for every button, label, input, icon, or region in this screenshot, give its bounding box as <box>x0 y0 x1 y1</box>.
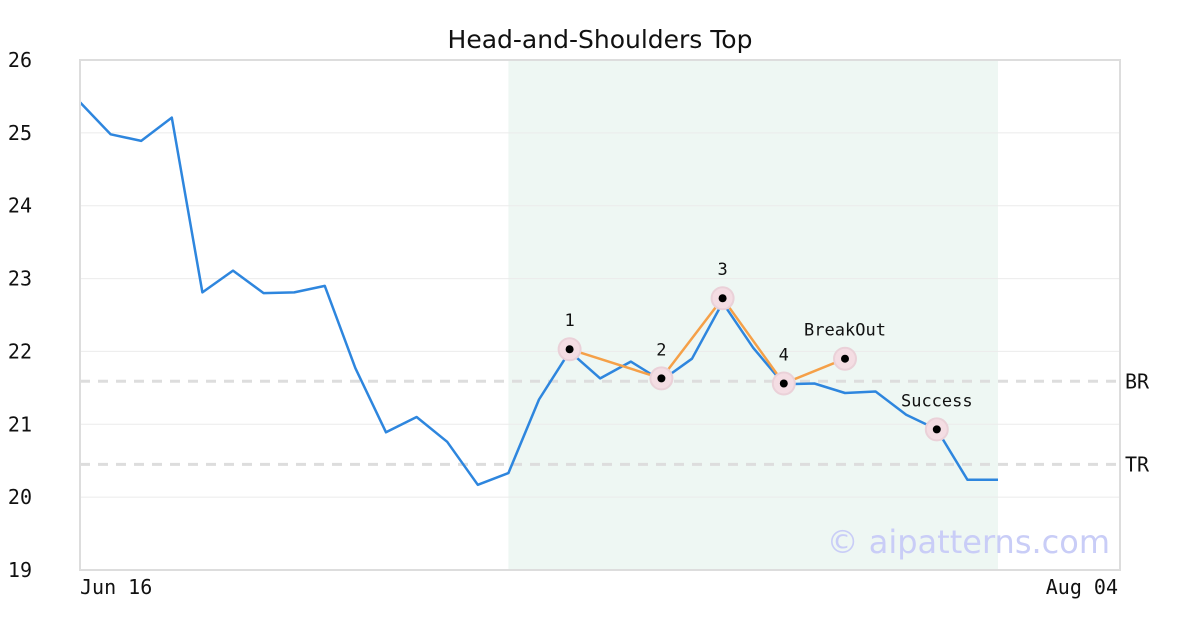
marker-label: BreakOut <box>804 321 886 341</box>
price-series-line <box>79 101 998 487</box>
marker-dot <box>841 354 849 363</box>
x-tick-label: Aug 04 <box>1046 575 1118 599</box>
y-tick-label: 24 <box>8 194 32 218</box>
highlight-region <box>508 60 998 570</box>
marker-label: 2 <box>656 340 666 360</box>
markers-layer: 1 2 3 4 BreakOut Success <box>557 260 973 442</box>
marker-label: 4 <box>779 345 789 365</box>
marker-dot <box>718 294 727 303</box>
highlight-region-layer <box>508 60 998 570</box>
marker-dot <box>657 374 666 383</box>
marker-dot <box>565 345 574 354</box>
reference-lines-layer: BR TR <box>80 369 1150 476</box>
series-layer <box>79 101 998 487</box>
marker-label: 1 <box>564 311 574 331</box>
y-tick-label: 25 <box>8 121 32 145</box>
y-tick-label: 26 <box>8 48 32 72</box>
plot-frame <box>79 59 1121 571</box>
marker-dot <box>932 425 941 434</box>
grid-layer <box>80 132 1120 498</box>
y-tick-label: 20 <box>8 485 32 509</box>
y-tick-label: 19 <box>8 558 32 582</box>
x-tick-label: Jun 16 <box>80 575 152 599</box>
chart-title: Head-and-Shoulders Top <box>448 25 753 54</box>
watermark-text: © aipatterns.com <box>827 523 1110 561</box>
y-tick-label: 22 <box>8 339 32 363</box>
marker-label: Success <box>901 391 973 411</box>
marker-label: 3 <box>717 260 727 280</box>
reference-label: BR <box>1125 369 1150 393</box>
y-tick-label: 23 <box>8 267 32 291</box>
reference-label: TR <box>1125 452 1150 476</box>
y-tick-label: 21 <box>8 412 32 436</box>
marker-dot <box>779 379 788 388</box>
